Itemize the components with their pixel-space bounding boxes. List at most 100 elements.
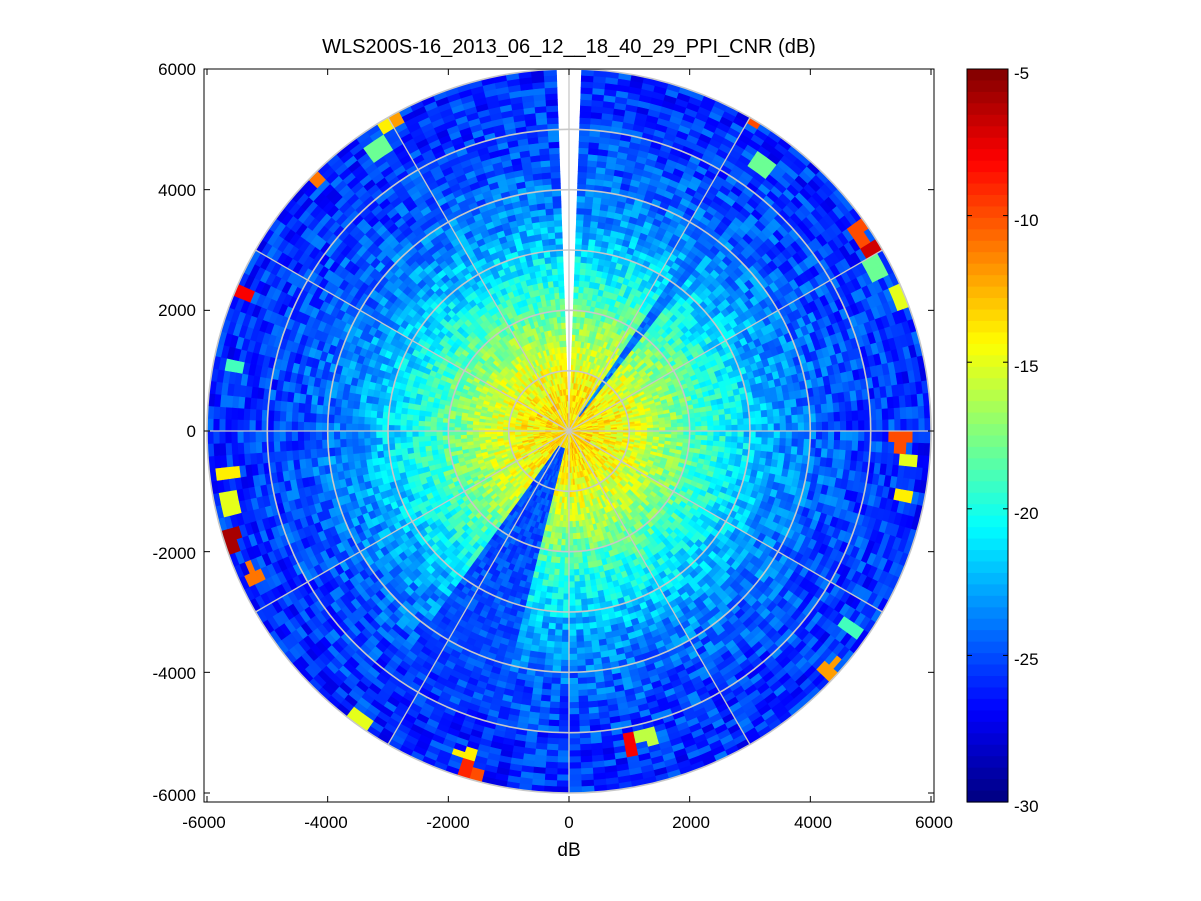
field-cell xyxy=(557,273,565,281)
field-cell xyxy=(430,439,438,446)
field-cell xyxy=(723,407,732,415)
field-cell xyxy=(400,407,409,415)
field-cell xyxy=(578,568,585,576)
field-cell xyxy=(405,436,413,443)
field-cell xyxy=(436,439,444,446)
field-cell xyxy=(399,436,407,444)
field-cell xyxy=(725,436,733,443)
field-cell xyxy=(550,262,558,270)
field-cell xyxy=(574,261,582,269)
field-cell xyxy=(563,581,570,589)
field-cell xyxy=(417,420,425,427)
field-cell xyxy=(546,274,554,282)
field-cell xyxy=(558,279,565,287)
field-cell xyxy=(573,279,580,287)
field-cell xyxy=(725,419,733,426)
field-cell xyxy=(646,424,654,429)
field-cell xyxy=(573,297,579,305)
field-cell xyxy=(405,419,413,426)
field-cell xyxy=(578,574,586,582)
field-cell xyxy=(429,425,437,432)
field-cell xyxy=(700,411,708,418)
field-cell xyxy=(411,419,419,427)
field-cell xyxy=(573,273,581,281)
field-cell xyxy=(435,435,443,441)
field-cell xyxy=(559,297,565,305)
field-cell xyxy=(724,413,732,421)
field-cell xyxy=(718,414,726,421)
field-cell xyxy=(573,563,580,571)
field-cell xyxy=(731,424,739,432)
field-cell xyxy=(558,563,565,571)
field-cell xyxy=(423,420,431,427)
field-cell xyxy=(418,440,426,448)
field-cell xyxy=(568,575,575,583)
field-cell xyxy=(566,400,569,408)
field-cell xyxy=(573,581,581,589)
field-cell xyxy=(573,291,580,299)
field-cell xyxy=(557,267,564,275)
field-cell xyxy=(707,435,715,442)
field-cell xyxy=(584,580,592,588)
field-cell xyxy=(565,382,568,390)
field-cell xyxy=(565,388,569,396)
field-cell xyxy=(580,592,588,600)
field-cell xyxy=(454,434,462,440)
field-cell xyxy=(571,520,577,528)
field-cell xyxy=(700,416,708,423)
field-cell xyxy=(549,292,556,300)
field-cell xyxy=(731,436,739,444)
field-cell xyxy=(551,268,559,276)
field-cell xyxy=(564,551,570,559)
field-cell xyxy=(701,430,709,437)
field-cell xyxy=(435,430,443,436)
field-cell xyxy=(582,562,589,570)
field-cell xyxy=(730,412,738,420)
field-cell xyxy=(561,322,566,330)
field-cell xyxy=(725,424,733,432)
field-cell xyxy=(574,593,582,601)
field-cell xyxy=(554,298,561,306)
field-cell xyxy=(564,364,568,372)
field-cell xyxy=(561,328,566,336)
field-cell xyxy=(435,426,443,432)
field-cell xyxy=(729,447,738,455)
field-cell xyxy=(430,444,438,451)
field-cell xyxy=(412,414,420,421)
field-cell xyxy=(423,425,431,432)
field-cell xyxy=(557,581,565,589)
field-cell xyxy=(724,441,732,449)
field-cell xyxy=(553,568,560,576)
field-cell xyxy=(568,563,575,571)
field-cell xyxy=(658,423,666,429)
field-cell xyxy=(417,425,425,432)
field-cell xyxy=(406,447,415,455)
field-cell xyxy=(572,532,577,540)
field-cell xyxy=(423,435,431,442)
field-cell xyxy=(429,420,437,427)
field-cell xyxy=(556,261,564,269)
field-cell xyxy=(441,426,449,432)
field-cell xyxy=(411,425,419,432)
field-cell xyxy=(558,291,565,299)
field-cell xyxy=(713,420,721,427)
field-cell xyxy=(712,414,720,422)
field-cell xyxy=(560,316,566,324)
field-cell xyxy=(676,422,684,428)
field-cell xyxy=(562,340,567,348)
field-cell xyxy=(558,569,565,577)
field-cell xyxy=(551,586,559,594)
field-cell xyxy=(695,435,703,441)
field-cell xyxy=(429,430,437,437)
field-cell xyxy=(424,440,432,447)
field-cell xyxy=(718,441,726,448)
field-cell xyxy=(424,415,432,422)
field-cell xyxy=(689,430,697,436)
field-cell xyxy=(561,334,567,342)
field-cell xyxy=(571,508,576,516)
field-cell xyxy=(472,433,480,439)
field-cell xyxy=(707,420,715,427)
field-cell xyxy=(568,593,576,601)
field-cell xyxy=(701,420,709,427)
